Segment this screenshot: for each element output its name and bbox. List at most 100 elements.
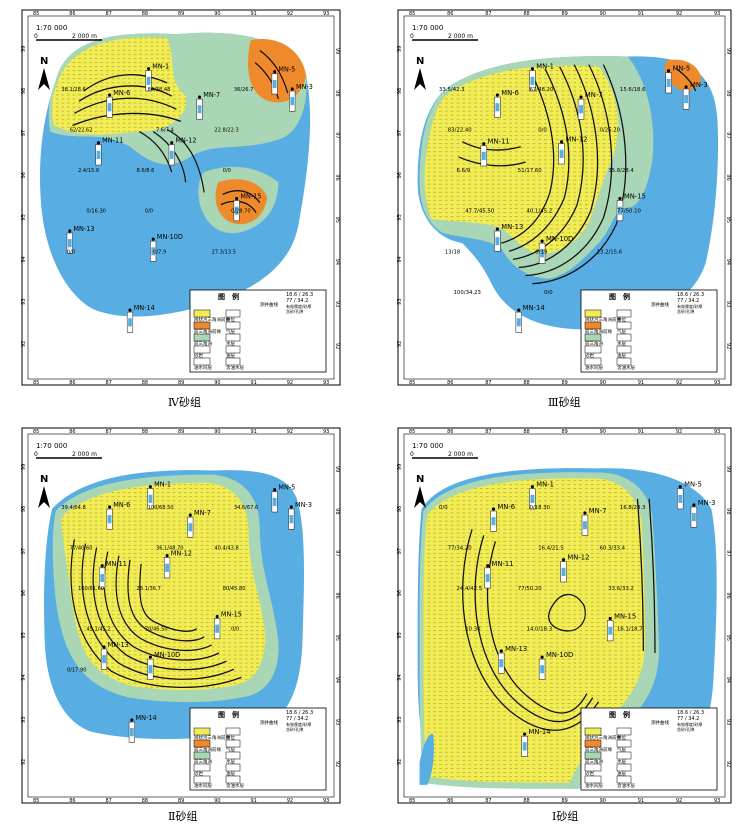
value-annotation: 84/38.48	[148, 87, 171, 93]
x-tick-top: 91	[638, 11, 644, 17]
well-log-fill	[485, 573, 490, 583]
legend-values-bottom: 77 / 34.2	[286, 716, 308, 722]
well-label: MN-6	[113, 89, 130, 97]
y-tick-right: 92	[334, 343, 340, 349]
legend-swatch	[584, 333, 602, 342]
well-mn-14: MN-14	[126, 304, 155, 333]
value-annotation: 62/22.62	[70, 127, 93, 133]
well-label: MN-3	[690, 81, 708, 89]
x-tick-bottom: 91	[638, 380, 644, 386]
well-log-fill	[169, 150, 174, 159]
well-mn-7: MN-7	[581, 507, 607, 536]
x-tick-top: 93	[714, 429, 720, 435]
panel-inner-frame	[403, 433, 726, 798]
well-label: MN-5	[278, 65, 295, 73]
x-tick-bottom: 87	[485, 380, 491, 386]
well-label: MN-14	[523, 304, 546, 312]
value-annotation: 16.1/18.7	[617, 627, 643, 633]
well-mn-11: MN-11	[99, 560, 127, 589]
well-label: MN-15	[221, 610, 242, 618]
x-tick-bottom: 88	[142, 380, 148, 386]
x-tick-bottom: 88	[142, 798, 148, 804]
well-marker	[608, 616, 612, 621]
north-arrow-icon	[414, 486, 426, 508]
x-tick-top: 93	[714, 11, 720, 17]
x-tick-bottom: 92	[287, 380, 293, 386]
x-tick-bottom: 88	[523, 380, 529, 386]
legend-symbol-label: 含油水层	[617, 782, 635, 789]
well-log-fill	[146, 76, 151, 85]
legend-swatch	[584, 739, 602, 748]
contour-line	[254, 62, 279, 100]
contour-line	[648, 498, 656, 654]
value-annotation: 0/0	[439, 505, 448, 511]
legend-symbol-label: 井位	[617, 734, 626, 741]
well-label: MN-1	[536, 481, 554, 489]
well-log-fill	[148, 494, 153, 503]
facies-region	[419, 733, 434, 785]
x-tick-bottom: 89	[562, 380, 568, 386]
well-log-fill	[272, 497, 277, 506]
well-log-fill	[130, 728, 134, 737]
value-annotation: 36.1/48.70	[156, 545, 184, 551]
value-annotation: 13.2/15.6	[597, 249, 623, 255]
panel-IV: 85 85 86 86 87 87 88 88 89 89 90 90 91 91 92 92 93 93 99 99…	[21, 9, 341, 386]
x-tick-bottom: 90	[214, 798, 220, 804]
well-marker	[583, 511, 587, 515]
value-annotation: 0/28.70	[231, 209, 251, 215]
well-label: MN-12	[567, 554, 589, 562]
value-annotation: 77/50.20	[518, 586, 542, 592]
y-tick-right: 96	[334, 592, 340, 598]
x-tick-top: 90	[214, 429, 220, 435]
y-tick-right: 95	[334, 635, 340, 641]
north-arrow: N	[414, 56, 426, 90]
contour-line	[166, 128, 205, 193]
value-annotation: 0/0	[544, 290, 553, 296]
value-annotation: 13/18	[445, 249, 461, 255]
legend-symbol	[225, 321, 241, 330]
well-marker	[188, 513, 192, 517]
well-label: MN-13	[501, 223, 523, 231]
scale-zero: 0	[34, 33, 38, 40]
well-label: MN-10D	[546, 235, 573, 243]
legend-symbol	[616, 345, 632, 354]
value-annotation: 39.4/64.8	[61, 505, 86, 511]
x-tick-top: 93	[323, 11, 329, 17]
value-annotation: 28.1/36.7	[136, 586, 160, 592]
legend-values-top: 18.6 / 26.3	[677, 292, 704, 298]
well-log-fill	[540, 665, 545, 674]
north-arrow: N	[38, 474, 50, 508]
contour-line	[152, 131, 187, 183]
legend-curve-label: 测井曲线	[260, 301, 278, 308]
value-annotation: 16.4/21.5	[538, 545, 564, 551]
x-tick-top: 89	[178, 11, 184, 17]
well-log-fill	[272, 79, 277, 88]
value-annotation: 0/7.9	[153, 249, 167, 255]
y-tick-left: 96	[397, 590, 403, 596]
y-tick-right: 96	[725, 174, 731, 180]
y-tick-left: 97	[21, 548, 27, 554]
legend-symbol	[616, 333, 632, 342]
scale-distance: 2 000 m	[448, 451, 473, 458]
value-annotation: 8.6/8.6	[136, 168, 154, 174]
contour-line	[474, 535, 594, 723]
contour-line	[222, 190, 261, 203]
y-tick-right: 97	[725, 550, 731, 556]
y-tick-left: 94	[397, 674, 403, 680]
well-label: MN-12	[175, 136, 196, 144]
contour-line	[139, 563, 198, 632]
value-annotation: 70/46.50	[145, 627, 168, 633]
y-tick-left: 96	[21, 172, 27, 178]
value-annotation: 14.0/18.3	[527, 627, 553, 633]
panel-inner-frame	[27, 433, 335, 798]
panel-inner-frame	[403, 15, 726, 380]
legend-swatch	[584, 321, 602, 330]
y-tick-left: 95	[397, 632, 403, 638]
well-marker	[684, 85, 688, 89]
well-log-fill	[289, 515, 294, 524]
well-log-fill	[148, 665, 153, 674]
legend-item-label: 油水同层	[585, 782, 603, 789]
y-tick-right: 98	[334, 90, 340, 96]
well-label: MN-14	[134, 304, 155, 312]
legend-item-label: 前三角洲前缘	[194, 328, 221, 335]
